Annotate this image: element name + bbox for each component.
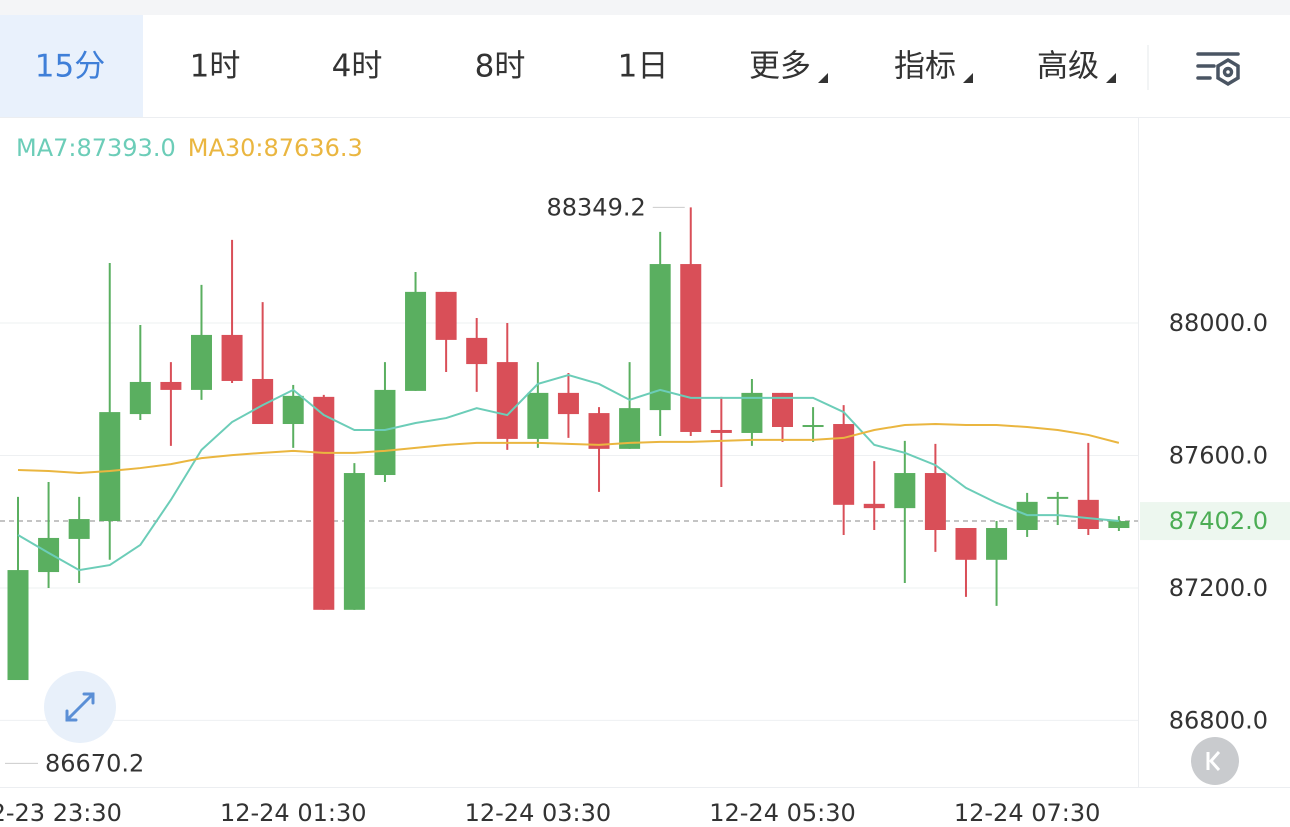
candle-body [374,389,396,476]
scroll-latest-button[interactable] [1191,737,1239,785]
dropdown-triangle [1106,73,1116,83]
candle-body [619,408,641,449]
y-tick-label: 87600.0 [1169,441,1268,469]
candle-body [833,424,855,505]
candle-body [190,334,212,390]
tab-label[interactable]: 4时 [332,49,383,85]
active-tab-bg [0,15,143,117]
y-tick-label: 86800.0 [1169,706,1268,734]
y-tick-label: 88000.0 [1169,309,1268,337]
candle-body [313,396,335,610]
x-tick-label: 12-24 07:30 [954,799,1101,827]
candle-body [802,425,824,428]
dropdown-triangle [818,73,828,83]
tab-label[interactable]: 更多 [749,49,811,85]
candle-body [129,381,151,415]
candle-body [986,528,1008,560]
tab-label[interactable]: 1时 [190,49,241,85]
candle-body [741,392,763,433]
candle-body [282,395,304,425]
status-strip [0,0,1290,15]
candle-body [496,362,518,439]
candle-body [343,473,365,610]
candle-body [955,528,977,560]
settings-icon[interactable] [1196,52,1240,87]
x-tick-label: 12-23 23:30 [0,799,122,827]
ma-line [17,423,1120,475]
x-tick-label: 12-24 05:30 [709,799,856,827]
tab-bar [0,15,1290,117]
candle-body [221,334,243,381]
candle-body [772,392,793,427]
candle-body [557,392,579,415]
x-tick-label: 12-24 01:30 [220,799,367,827]
expand-button[interactable] [44,671,116,743]
candle-body [7,570,29,681]
current-price-label: 87402.0 [1169,507,1268,535]
tab-label[interactable]: 高级 [1037,49,1099,85]
candle-body [924,473,946,530]
candle-body [1047,496,1069,499]
y-tick-label: 87200.0 [1169,574,1268,602]
candle-body [680,264,702,432]
tab-label[interactable]: 15分 [35,49,105,85]
candle-body [649,264,671,411]
candle-body [252,378,274,425]
tab-label[interactable]: 8时 [475,49,526,85]
candle-body [68,519,90,539]
candle-body [99,412,121,522]
candle-body [894,473,916,509]
candle-body [466,337,488,365]
current-price-box [1140,502,1290,541]
candle-body [435,291,457,340]
candle-body [405,291,427,391]
ma-legend: MA7:87393.0 [16,134,176,162]
candle-body [710,429,732,433]
ma-line [17,373,1119,572]
dropdown-triangle [963,73,973,83]
tab-label[interactable]: 1日 [618,49,669,85]
candle-body [160,381,182,390]
candle-body [38,537,60,573]
candle-body [863,503,885,509]
candle-body [1077,499,1099,530]
candle-body [1108,521,1130,529]
candle-body [527,392,549,439]
max-label: 88349.2 [547,193,646,221]
ma-legend: MA30:87636.3 [188,134,363,162]
x-tick-label: 12-24 03:30 [465,799,612,827]
min-label: 86670.2 [45,749,144,777]
candle-body [588,413,610,449]
tab-label[interactable]: 指标 [894,49,956,85]
